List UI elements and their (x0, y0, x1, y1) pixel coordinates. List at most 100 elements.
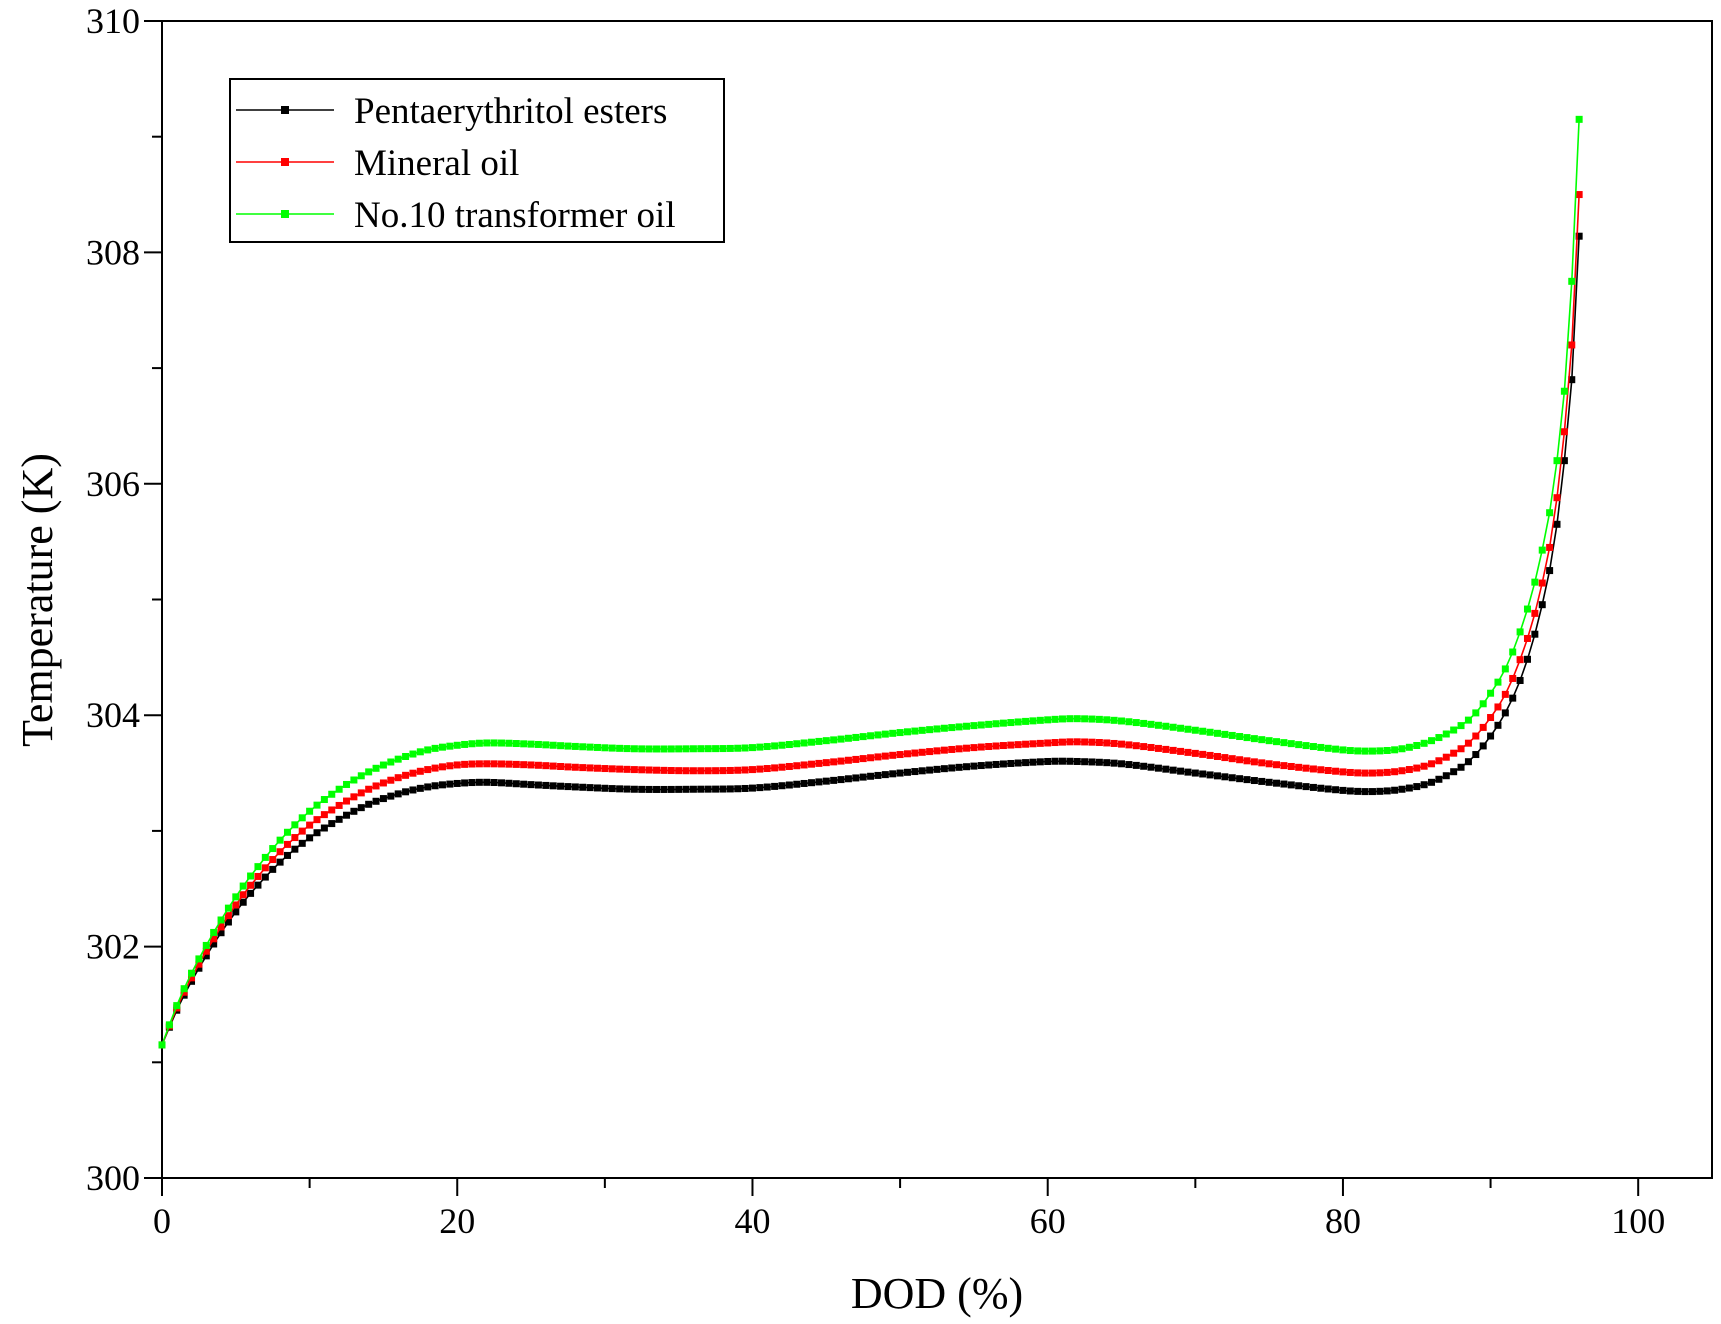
data-point (1228, 731, 1236, 739)
data-point (881, 752, 889, 760)
data-point (1560, 457, 1568, 465)
data-point (1073, 757, 1081, 765)
data-point (283, 828, 291, 836)
data-point (815, 778, 823, 786)
data-point (712, 767, 720, 775)
data-point (1081, 758, 1089, 766)
data-point (1191, 726, 1199, 734)
data-point (992, 720, 1000, 728)
data-point (903, 768, 911, 776)
data-point (859, 773, 867, 781)
data-point (158, 1041, 166, 1049)
data-point (837, 735, 845, 743)
data-point (306, 834, 314, 842)
data-point (1494, 703, 1502, 711)
data-point (1140, 719, 1148, 727)
data-point (564, 783, 572, 791)
data-point (1095, 758, 1103, 766)
data-point (704, 767, 712, 775)
data-point (1036, 758, 1044, 766)
data-point (1162, 745, 1170, 753)
data-point (859, 755, 867, 763)
data-point (586, 784, 594, 792)
data-point (549, 782, 557, 790)
data-point (579, 783, 587, 791)
data-point (1243, 757, 1251, 765)
data-point (704, 745, 712, 753)
data-point (1317, 743, 1325, 751)
data-point (180, 988, 188, 996)
data-point (232, 901, 240, 909)
data-point (254, 881, 262, 889)
data-point (512, 780, 520, 788)
data-point (1523, 634, 1531, 642)
data-point (889, 751, 897, 759)
data-point (520, 761, 528, 769)
data-point (911, 768, 919, 776)
data-point (1442, 772, 1450, 780)
data-point (298, 839, 306, 847)
data-point (896, 769, 904, 777)
data-point (1221, 754, 1229, 762)
data-point (247, 881, 255, 889)
data-point (1405, 784, 1413, 792)
data-point (173, 1002, 181, 1010)
data-point (999, 760, 1007, 768)
data-point (948, 764, 956, 772)
data-point (970, 722, 978, 730)
data-point (1346, 747, 1354, 755)
data-point (1354, 787, 1362, 795)
data-point (1213, 752, 1221, 760)
data-point (1332, 767, 1340, 775)
data-point (1346, 787, 1354, 795)
data-point (756, 765, 764, 773)
data-point (1420, 762, 1428, 770)
data-point (1309, 765, 1317, 773)
data-point (1457, 722, 1465, 730)
data-point (963, 744, 971, 752)
data-point (1575, 115, 1583, 123)
data-point (1391, 786, 1399, 794)
data-point (1199, 750, 1207, 758)
data-point (1280, 762, 1288, 770)
data-point (874, 771, 882, 779)
data-point (793, 740, 801, 748)
legend-item: No.10 transformer oil (236, 195, 676, 236)
data-point (475, 778, 483, 786)
data-point (918, 726, 926, 734)
data-point (1383, 746, 1391, 754)
data-point (593, 764, 601, 772)
data-point (985, 743, 993, 751)
data-point (623, 745, 631, 753)
data-point (1287, 781, 1295, 789)
data-point (1472, 709, 1480, 717)
data-point (896, 751, 904, 759)
data-point (1302, 742, 1310, 750)
data-point (999, 719, 1007, 727)
data-point (365, 768, 373, 776)
data-point (335, 801, 343, 809)
data-point (785, 762, 793, 770)
data-point (630, 785, 638, 793)
data-point (232, 908, 240, 916)
data-point (844, 734, 852, 742)
data-point (291, 845, 299, 853)
data-point (261, 873, 269, 881)
data-point (1044, 739, 1052, 747)
data-point (1140, 743, 1148, 751)
data-point (1398, 745, 1406, 753)
data-point (438, 763, 446, 771)
data-point (675, 767, 683, 775)
data-point (247, 872, 255, 880)
data-point (239, 882, 247, 890)
data-point (1376, 747, 1384, 755)
data-point (1568, 376, 1576, 384)
data-point (1317, 766, 1325, 774)
data-point (1147, 763, 1155, 771)
data-point (682, 785, 690, 793)
data-point (335, 815, 343, 823)
data-point (741, 784, 749, 792)
data-point (852, 755, 860, 763)
data-point (1546, 567, 1554, 575)
data-point (800, 739, 808, 747)
